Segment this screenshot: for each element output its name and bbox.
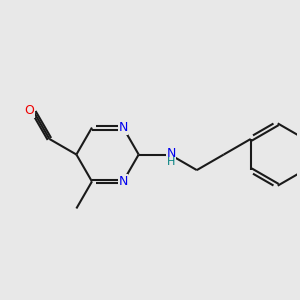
Text: N: N	[118, 121, 128, 134]
Text: O: O	[24, 104, 34, 117]
Text: N: N	[118, 175, 128, 188]
Text: H: H	[167, 157, 175, 167]
Text: N: N	[166, 147, 176, 160]
